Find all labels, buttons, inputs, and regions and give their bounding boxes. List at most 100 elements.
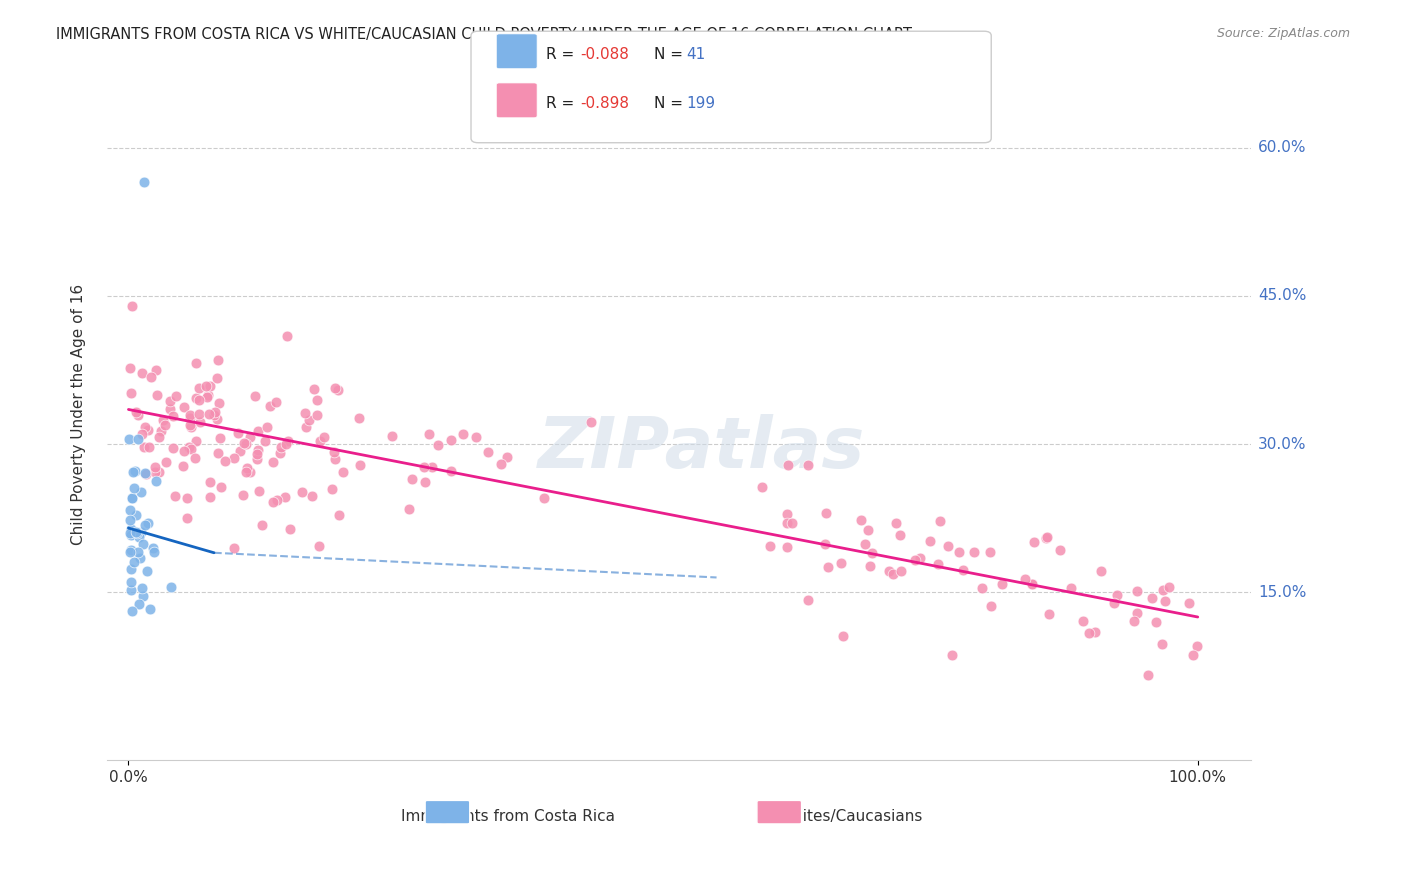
Point — [246, 451, 269, 466]
Point — [274, 490, 297, 504]
Point — [413, 459, 436, 474]
Point — [307, 392, 329, 407]
Point — [173, 400, 195, 414]
Point — [131, 581, 153, 595]
Point — [328, 508, 350, 523]
Point — [134, 175, 156, 189]
Point — [235, 461, 257, 475]
Point — [413, 475, 436, 490]
Point — [1014, 573, 1036, 587]
Point — [1105, 588, 1128, 602]
Point — [127, 432, 149, 446]
Point — [440, 433, 463, 447]
Point — [195, 379, 218, 393]
Point — [162, 409, 184, 423]
Point — [187, 392, 209, 407]
Point — [890, 564, 912, 578]
Point — [204, 404, 226, 418]
Point — [207, 353, 229, 368]
Point — [323, 381, 346, 395]
Point — [162, 442, 184, 456]
Point — [121, 491, 143, 506]
Point — [136, 516, 159, 530]
Point — [259, 399, 281, 413]
Point — [294, 406, 316, 420]
Point — [276, 329, 298, 343]
Point — [188, 407, 211, 421]
Point — [235, 437, 257, 451]
Point — [176, 491, 198, 505]
Point — [235, 466, 257, 480]
Point — [209, 480, 232, 494]
Point — [145, 474, 167, 488]
Y-axis label: Child Poverty Under the Age of 16: Child Poverty Under the Age of 16 — [72, 284, 86, 545]
Point — [160, 580, 183, 594]
Point — [250, 517, 273, 532]
Point — [420, 460, 443, 475]
Point — [381, 429, 404, 443]
Point — [120, 544, 142, 558]
Text: R =: R = — [546, 96, 579, 112]
Point — [124, 464, 146, 478]
Point — [135, 564, 157, 578]
Point — [207, 370, 229, 384]
Point — [1136, 668, 1159, 682]
Point — [776, 540, 799, 554]
Point — [952, 563, 974, 577]
Point — [143, 465, 166, 479]
Point — [904, 553, 927, 567]
Point — [908, 550, 931, 565]
Point — [830, 556, 852, 570]
Text: 30.0%: 30.0% — [1258, 436, 1306, 451]
Point — [202, 408, 225, 422]
Point — [1090, 564, 1112, 578]
Point — [991, 577, 1014, 591]
Point — [120, 522, 142, 536]
Point — [159, 393, 181, 408]
Point — [159, 401, 181, 416]
Point — [262, 455, 284, 469]
Text: ZIPatlas: ZIPatlas — [538, 415, 866, 483]
Point — [132, 441, 155, 455]
Point — [128, 545, 150, 559]
Point — [963, 544, 986, 558]
Point — [815, 506, 838, 520]
FancyBboxPatch shape — [425, 800, 470, 824]
Point — [232, 488, 254, 502]
Point — [1152, 582, 1174, 597]
Point — [972, 581, 994, 595]
Point — [849, 513, 872, 527]
Point — [882, 566, 904, 581]
Point — [853, 537, 876, 551]
Point — [323, 444, 346, 458]
Point — [198, 407, 221, 421]
Point — [884, 516, 907, 530]
Point — [401, 472, 423, 486]
Point — [136, 423, 159, 437]
Text: -0.088: -0.088 — [581, 47, 630, 62]
Point — [138, 601, 160, 615]
Point — [1073, 614, 1095, 628]
Point — [190, 415, 212, 429]
Point — [979, 545, 1001, 559]
Point — [1060, 581, 1083, 595]
Point — [148, 465, 170, 479]
Point — [797, 593, 820, 607]
Point — [120, 582, 142, 597]
Point — [131, 366, 153, 380]
Point — [464, 430, 486, 444]
Point — [323, 451, 346, 466]
Text: IMMIGRANTS FROM COSTA RICA VS WHITE/CAUCASIAN CHILD POVERTY UNDER THE AGE OF 16 : IMMIGRANTS FROM COSTA RICA VS WHITE/CAUC… — [56, 27, 912, 42]
Point — [207, 446, 229, 460]
Point — [152, 412, 174, 426]
Point — [321, 483, 343, 497]
Point — [418, 426, 440, 441]
Point — [1102, 596, 1125, 610]
Point — [980, 599, 1002, 613]
Point — [247, 424, 270, 438]
Point — [131, 427, 153, 442]
Point — [1084, 624, 1107, 639]
Point — [118, 360, 141, 375]
Point — [1021, 576, 1043, 591]
Point — [122, 555, 145, 569]
